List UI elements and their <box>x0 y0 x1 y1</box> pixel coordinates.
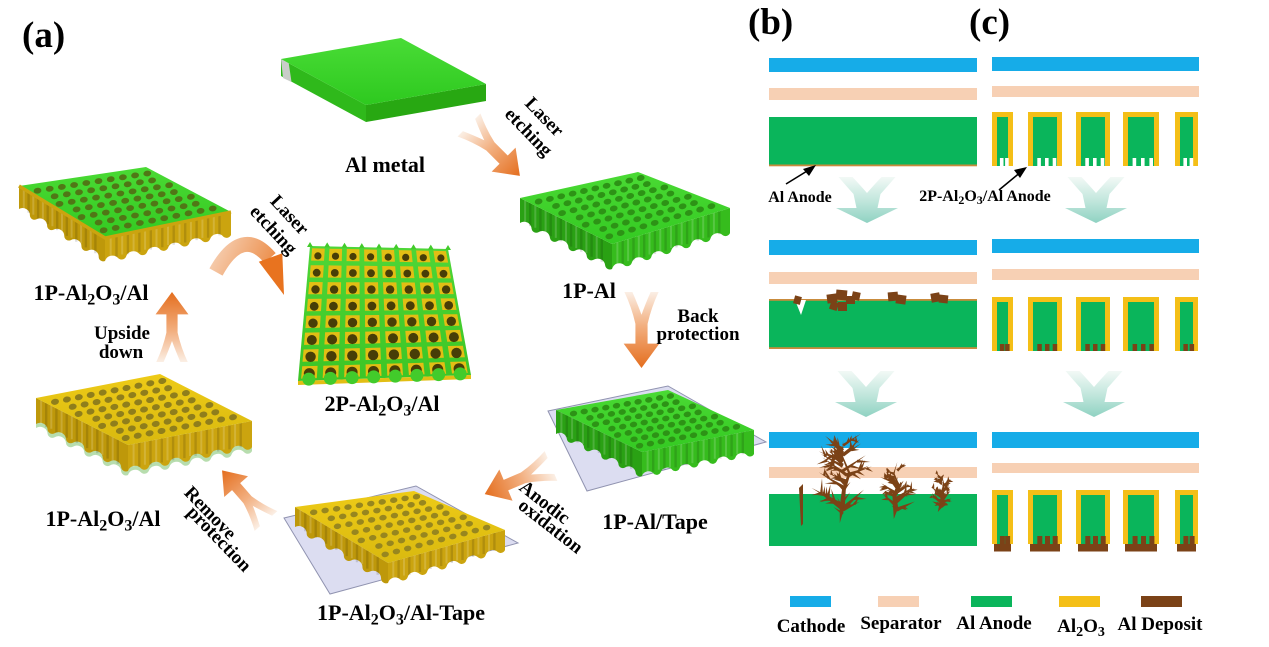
svg-text:Separator: Separator <box>860 613 942 634</box>
svg-text:1P-Al2O3/Al-Tape: 1P-Al2O3/Al-Tape <box>317 600 485 628</box>
svg-text:2P-Al2O3/Al: 2P-Al2O3/Al <box>324 391 439 419</box>
svg-text:(c): (c) <box>969 2 1010 43</box>
svg-text:1P-Al/Tape: 1P-Al/Tape <box>602 509 708 534</box>
svg-text:1P-Al: 1P-Al <box>562 278 616 303</box>
svg-text:(b): (b) <box>748 2 793 43</box>
svg-text:Al2O3: Al2O3 <box>1057 616 1105 640</box>
svg-text:Al Deposit: Al Deposit <box>1118 614 1204 635</box>
svg-text:Upside: Upside <box>94 323 150 344</box>
svg-text:(a): (a) <box>22 15 65 56</box>
svg-text:down: down <box>99 342 144 363</box>
svg-text:1P-Al2O3/Al: 1P-Al2O3/Al <box>33 280 148 308</box>
svg-text:protection: protection <box>656 324 739 345</box>
svg-text:2P-Al2O3/Al Anode: 2P-Al2O3/Al Anode <box>919 188 1051 207</box>
svg-text:Al Anode: Al Anode <box>956 613 1032 634</box>
svg-text:1P-Al2O3/Al: 1P-Al2O3/Al <box>45 506 160 534</box>
svg-text:Back: Back <box>677 306 719 327</box>
svg-text:Al Anode: Al Anode <box>768 189 832 206</box>
svg-text:Cathode: Cathode <box>777 616 846 637</box>
svg-text:Al metal: Al metal <box>345 152 425 177</box>
